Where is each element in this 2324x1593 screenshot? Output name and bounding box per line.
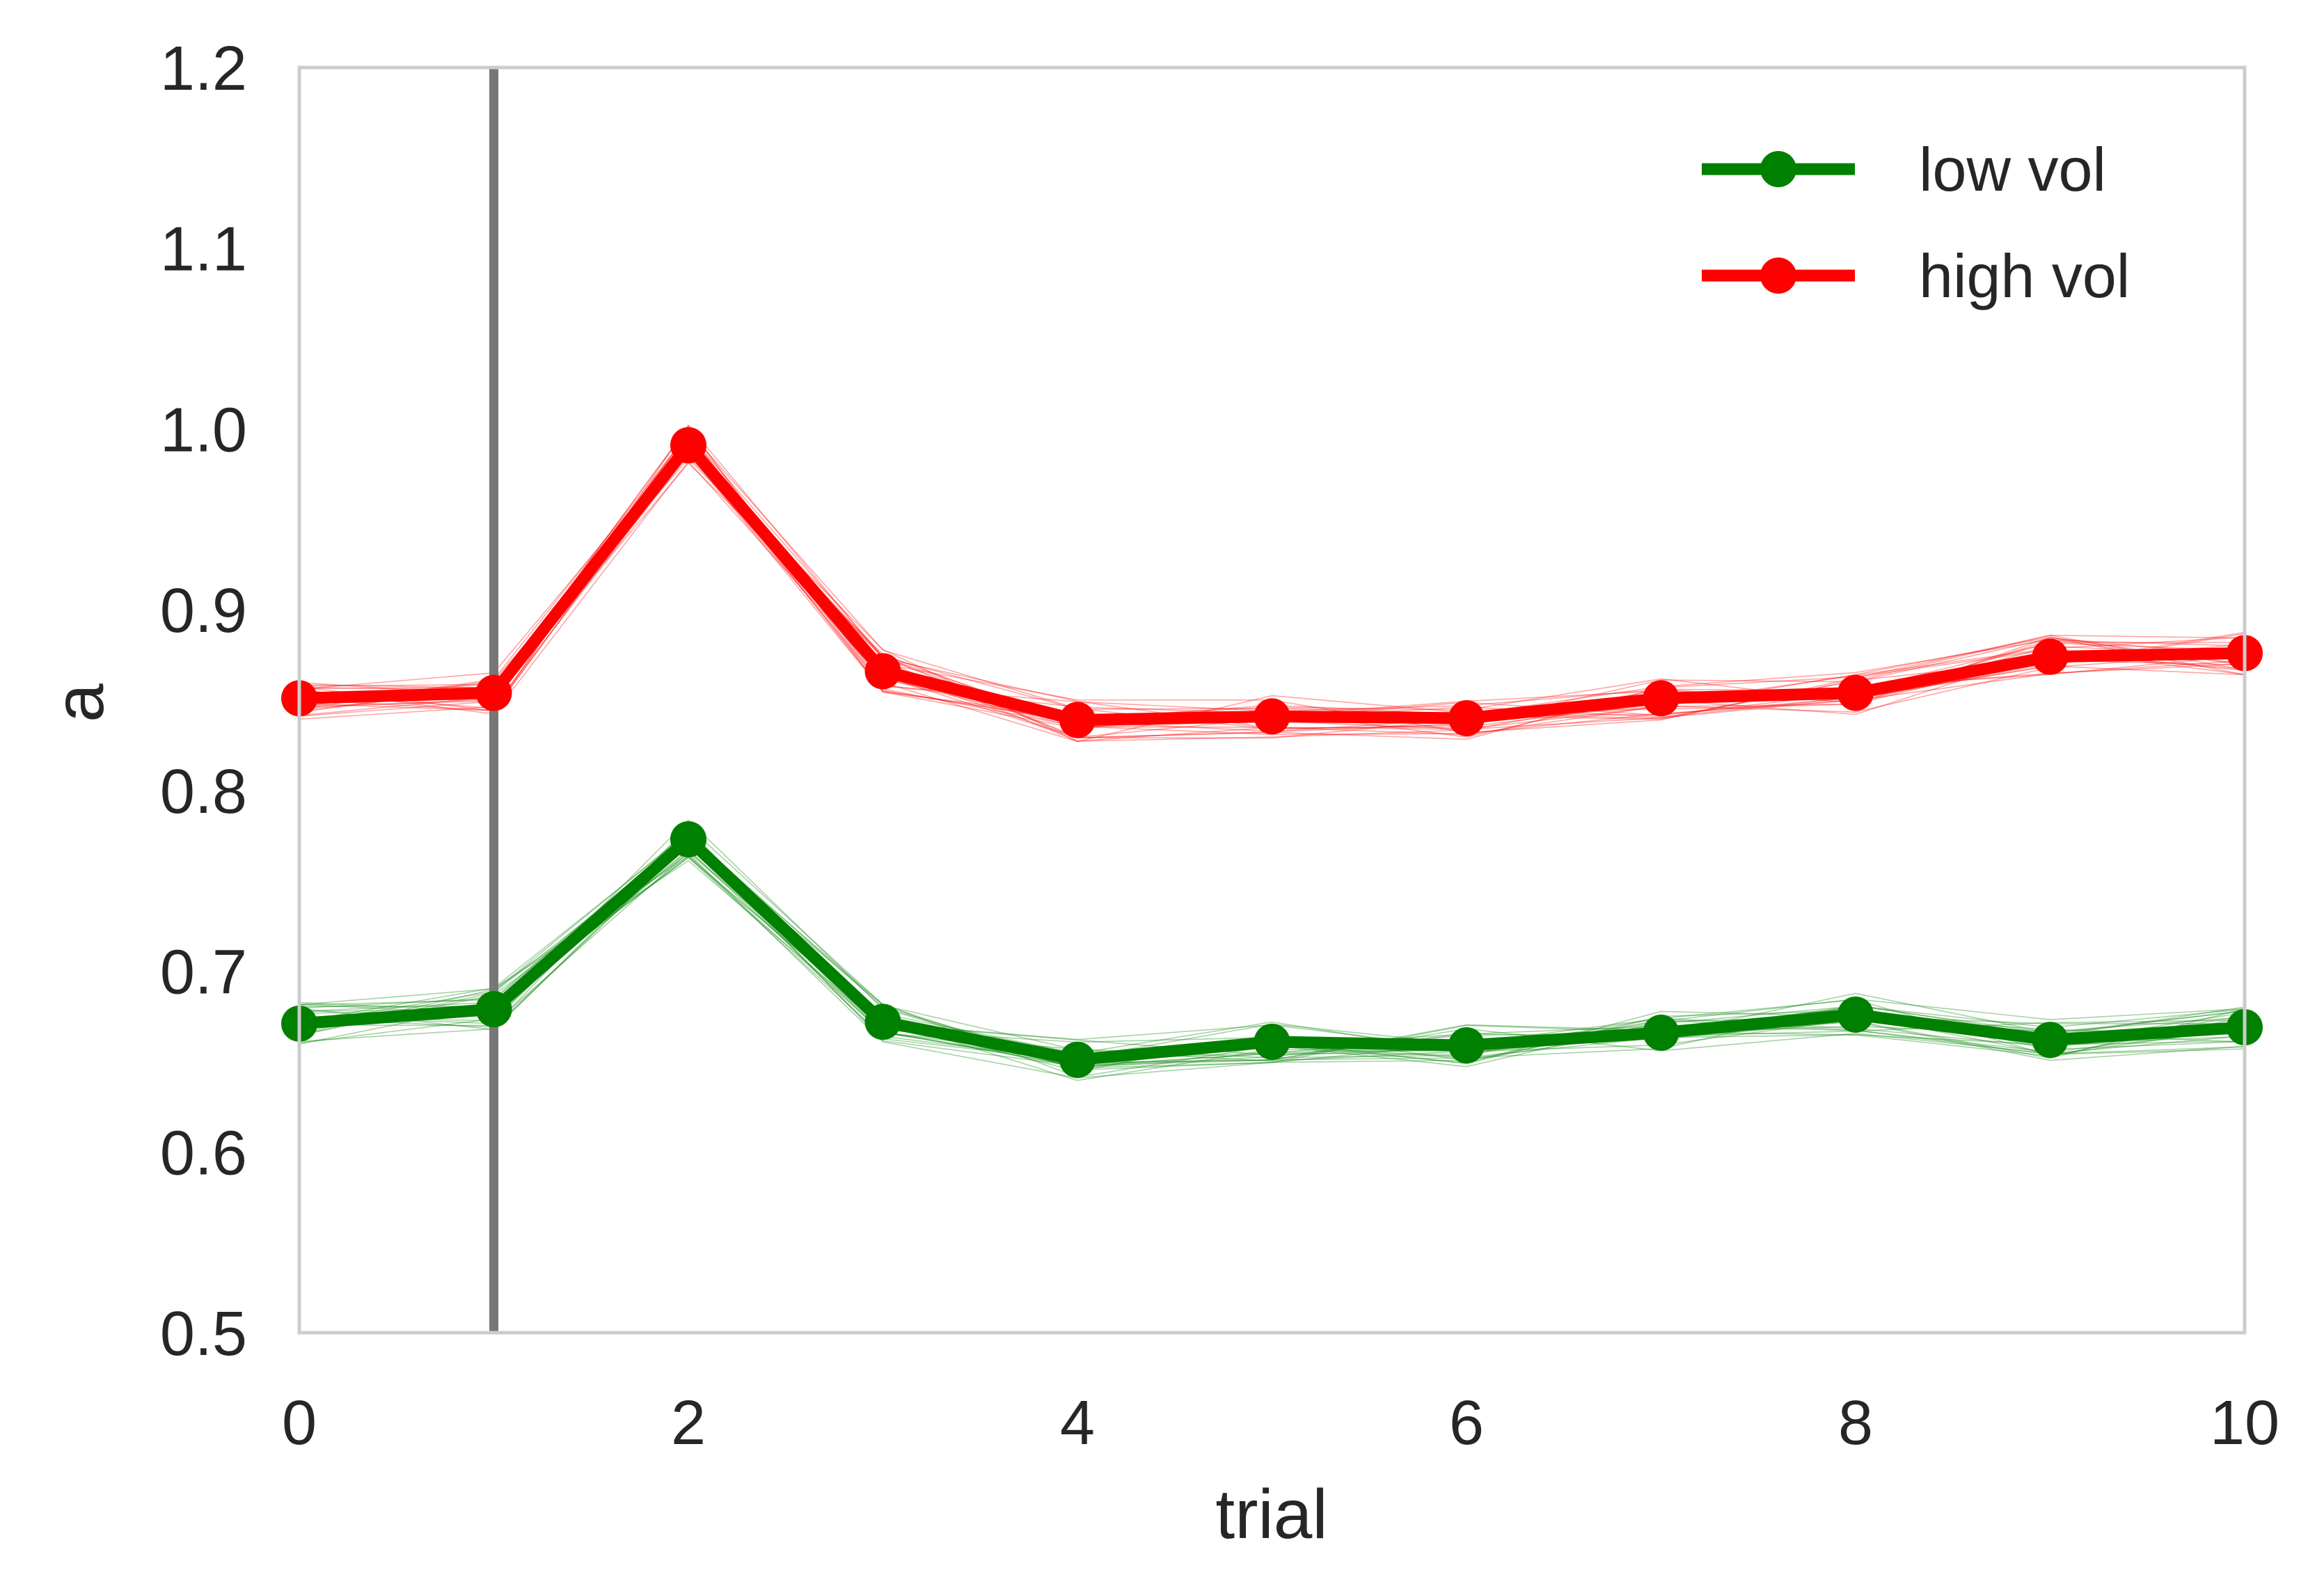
x-tick-label: 10 [2210,1388,2279,1458]
y-tick-label: 0.7 [160,938,247,1008]
series-1-point-8 [1837,674,1874,711]
y-axis-label: a [40,683,118,722]
series-0-point-6 [1448,1027,1485,1064]
series-1-point-3 [864,653,901,690]
series-0-point-9 [2032,1022,2069,1059]
y-tick-label: 0.6 [160,1118,247,1188]
y-tick-label: 1.0 [160,395,247,465]
x-tick-label: 6 [1449,1388,1484,1458]
x-tick-labels: 0 2 4 6 8 10 [282,1388,2279,1458]
series-0-point-4 [1059,1041,1096,1078]
legend-swatch-marker [1760,151,1796,187]
series-0-point-3 [864,1004,901,1040]
y-tick-label: 1.1 [160,215,247,285]
legend-swatch-marker [1760,257,1796,294]
x-tick-label: 0 [282,1388,317,1458]
y-tick-label: 1.2 [160,34,247,104]
y-tick-label: 0.8 [160,757,247,827]
y-tick-label: 0.5 [160,1299,247,1369]
y-tick-labels: 0.5 0.6 0.7 0.8 0.9 1.0 1.1 1.2 [160,34,247,1369]
x-tick-label: 2 [671,1388,706,1458]
series-0-point-8 [1837,996,1874,1033]
y-tick-label: 0.9 [160,576,247,646]
plot-frame [297,65,2247,1335]
series-1-point-4 [1059,702,1096,738]
x-axis-label: trial [1215,1475,1327,1553]
legend-label: high vol [1919,241,2130,310]
series-1-point-1 [475,674,512,711]
series-1-point-5 [1254,698,1290,735]
series-0-point-2 [670,821,706,857]
series-1-point-6 [1448,699,1485,736]
legend: low vol high vol [1702,135,2130,310]
series-1-point-2 [670,427,706,463]
series-0-point-1 [475,991,512,1028]
series-1-point-7 [1643,680,1679,717]
trace-line-1-9 [299,425,2245,736]
x-tick-label: 8 [1838,1388,1873,1458]
series-0-point-5 [1254,1023,1290,1060]
trace-line-0-18 [299,851,2245,1069]
x-tick-label: 4 [1060,1388,1095,1458]
series-1-point-9 [2032,638,2069,675]
legend-label: low vol [1919,135,2106,204]
series-0-point-7 [1643,1014,1679,1051]
series-group [281,427,2263,1078]
